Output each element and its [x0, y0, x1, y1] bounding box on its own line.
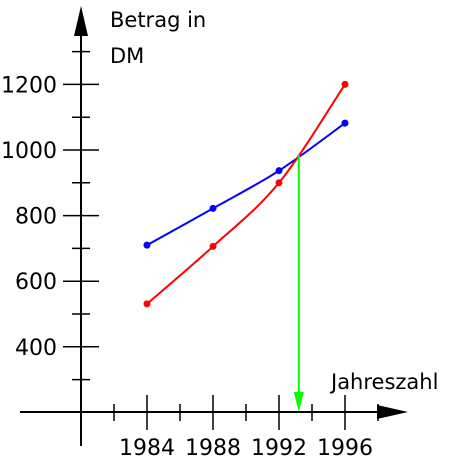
y-tick-label: 400	[15, 336, 57, 361]
x-tick-label: 1988	[185, 436, 241, 461]
series-point-2	[275, 179, 283, 187]
series-point-1	[143, 241, 151, 249]
y-tick-label: 600	[15, 270, 57, 295]
intersection-marker	[293, 154, 304, 412]
y-tick-labels: 400 600 800 1000 1200	[1, 73, 57, 360]
y-axis-title-line2: DM	[110, 44, 144, 68]
series-point-1	[275, 167, 283, 175]
series-point-2	[143, 300, 151, 308]
x-axis-arrowhead	[377, 405, 408, 419]
y-tick-label: 1200	[1, 73, 57, 98]
x-axis-title: Jahreszahl	[329, 370, 438, 394]
series-line-1	[146, 122, 346, 246]
y-tick-label: 1000	[1, 139, 57, 164]
y-tick-label: 800	[15, 205, 57, 230]
series-point-2	[209, 242, 217, 250]
intersection-arrowhead	[293, 392, 304, 412]
series-point-1	[341, 119, 349, 127]
y-axis-arrowhead	[74, 6, 88, 36]
series-layer	[143, 80, 349, 308]
series-line-2	[146, 83, 346, 305]
x-tick-labels: 1984 1988 1992 1996	[119, 436, 373, 461]
x-tick-label: 1984	[119, 436, 175, 461]
series-point-2	[341, 80, 349, 88]
ticks	[63, 50, 379, 430]
series-point-1	[209, 204, 217, 212]
x-tick-label: 1996	[317, 436, 373, 461]
axes	[20, 6, 408, 446]
x-tick-label: 1992	[251, 436, 307, 461]
y-axis-title-line1: Betrag in	[110, 8, 206, 32]
